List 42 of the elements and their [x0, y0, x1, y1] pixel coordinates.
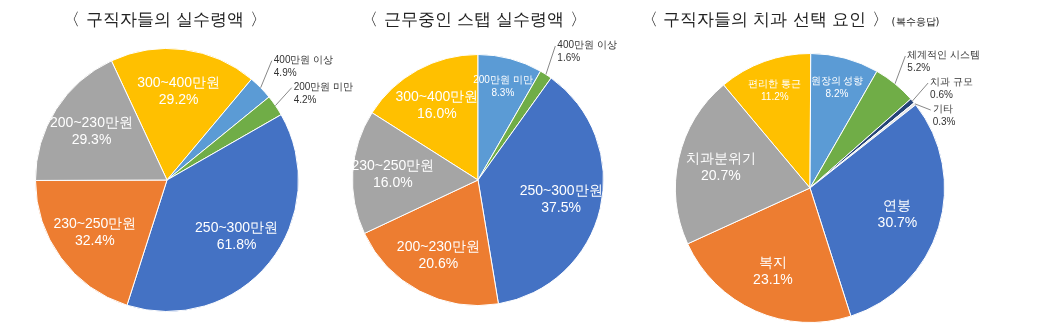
slice-label: 체계적인 시스템 [907, 49, 981, 61]
data-label: 37.5% [541, 198, 581, 215]
slice-label: 200~230만원 [50, 114, 133, 131]
data-label: 4.2% [293, 93, 317, 105]
data-label: 29.3% [71, 131, 112, 148]
chart-title: 〈 구직자들의 실수령액 〉 [63, 8, 267, 31]
slice-label: 400만원 이상 [557, 39, 617, 51]
slice-label: 230~250만원 [53, 215, 137, 232]
data-label: 8.2% [825, 88, 849, 100]
data-label: 20.7% [700, 167, 741, 184]
data-label: 4.9% [273, 66, 297, 78]
data-label: 16.0% [417, 104, 457, 121]
data-label: 11.2% [761, 90, 789, 102]
slice-label: 300~400만원 [137, 73, 221, 90]
slice-label: 400만원 이상 [273, 53, 334, 65]
data-label: 30.7% [877, 214, 918, 231]
data-label: 20.6% [418, 254, 459, 271]
data-label: 61.8% [216, 235, 257, 252]
slice-label: 200~230만원 [396, 237, 480, 254]
slice-label: 치과분위기 [685, 150, 756, 167]
slice-label: 300~400만원 [395, 87, 479, 104]
slice-label: 250~300만원 [519, 181, 603, 198]
data-label: 1.6% [557, 52, 581, 64]
slice-label: 200만원 미만 [293, 80, 354, 92]
slice-label: 연봉 [883, 197, 912, 214]
data-label: 0.3% [932, 116, 956, 128]
data-label: 16.0% [372, 174, 413, 190]
chart-title: 〈 근무중인 스탭 실수령액 〉 [361, 8, 587, 31]
slice-label: 편리한 통근 [748, 77, 802, 89]
data-label: 29.2% [158, 90, 199, 107]
data-label: 23.1% [753, 270, 793, 287]
slice-label: 250~300만원 [195, 218, 278, 235]
data-label: 5.2% [907, 62, 931, 74]
slice-label: 원장의 성향 [810, 75, 864, 87]
slice-label: 치과 규모 [930, 76, 973, 88]
data-label: 8.3% [491, 86, 515, 98]
chart-title: 〈 구직자들의 치과 선택 요인 〉 [640, 9, 889, 29]
slice-label: 기타 [932, 103, 953, 115]
chart-subtitle: (복수응답) [891, 16, 940, 27]
slice-label: 복지 [758, 253, 787, 270]
data-label: 0.6% [930, 89, 954, 101]
data-label: 32.4% [75, 232, 115, 249]
